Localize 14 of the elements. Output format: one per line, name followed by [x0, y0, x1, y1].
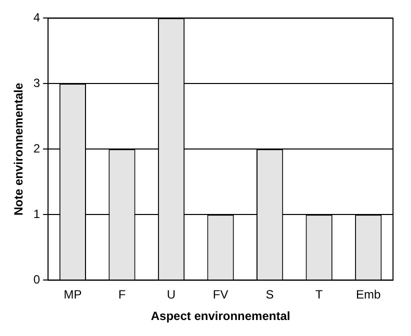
x-tick-label: U [166, 288, 176, 302]
x-tick-label: T [315, 288, 324, 302]
y-axis-title: Note environnementale [12, 82, 26, 216]
x-tick-label: MP [64, 288, 82, 302]
x-tick-label: FV [212, 288, 228, 302]
y-tick-label: 1 [33, 207, 40, 222]
y-tick-label: 0 [33, 272, 40, 287]
y-tick-label: 3 [33, 76, 40, 90]
x-tick-label: F [118, 288, 126, 302]
y-tick-label: 2 [33, 142, 40, 156]
x-tick-label: S [266, 288, 274, 302]
y-tick-label: 4 [33, 10, 40, 25]
x-axis-title: Aspect environnemental [150, 309, 290, 324]
x-tick-label: Emb [356, 288, 382, 302]
